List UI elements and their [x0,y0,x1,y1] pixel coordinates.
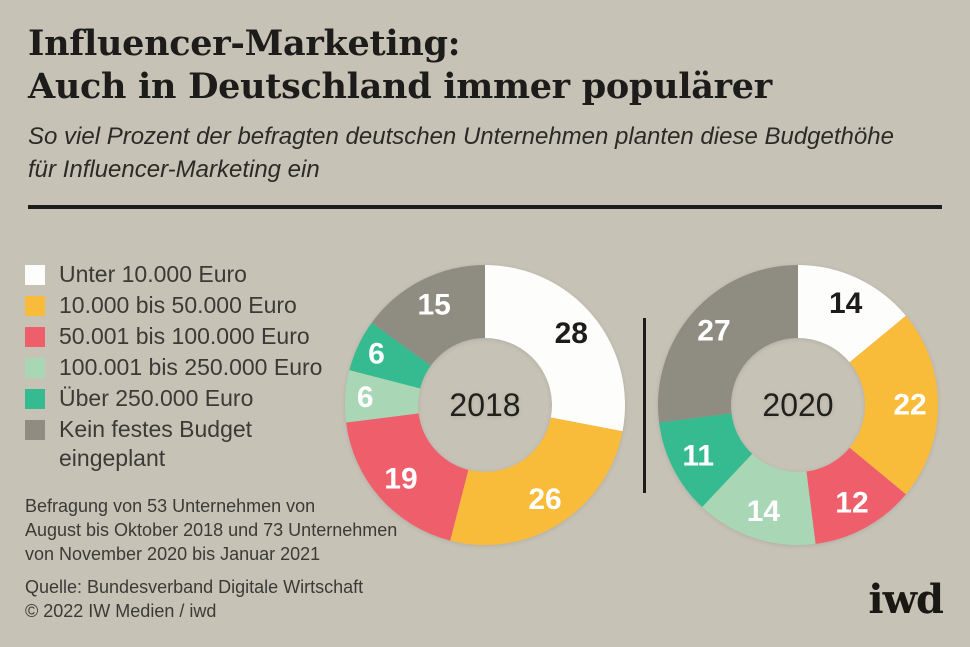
legend-item-50001-100000: 50.001 bis 100.000 Euro [25,322,335,351]
survey-footnote: Befragung von 53 Unternehmen von August … [25,494,397,566]
donut-slice-2020-0 [798,265,906,363]
legend-label: 50.001 bis 100.000 Euro [59,323,310,349]
donut-slice-2020-4 [659,413,753,508]
legend-item-under-10000: Unter 10.000 Euro [25,260,335,289]
donut-svg-2020: 14 22 12 14 11 27 2020 [657,265,938,546]
donut-slice-2020-3 [702,453,816,546]
legend-swatch-lightgreen [25,358,45,378]
source-line-1: Quelle: Bundesverband Digitale Wirtschaf… [25,577,364,597]
divider-rule [28,205,942,209]
legend-item-over-250000: Über 250.000 Euro [25,384,335,413]
donut-slice-2018-0 [485,265,625,432]
donut-slice-2018-1 [450,417,623,545]
iwd-logo: iwd [868,576,944,623]
legend-label: Unter 10.000 Euro [59,261,247,287]
source-line-2: © 2022 IW Medien / iwd [25,601,217,621]
donut-slice-2018-4 [349,322,431,389]
slice-value-label: 26 [528,483,561,516]
slice-value-label: 6 [357,381,374,414]
slice-value-label: 28 [555,317,588,350]
legend-swatch-red [25,327,45,347]
legend-label: 100.001 bis 250.000 Euro [59,354,323,380]
slice-value-label: 11 [682,439,714,472]
legend-item-100001-250000: 100.001 bis 250.000 Euro [25,353,335,382]
legend-swatch-gray [25,420,45,440]
title-line-1: Influencer-Marketing: [28,23,461,64]
slice-value-label: 6 [368,337,385,370]
legend-label: Kein festes Budget eingeplant [59,416,253,471]
legend-label: Über 250.000 Euro [59,385,254,411]
chart-divider-line [643,318,646,493]
legend-item-10000-50000: 10.000 bis 50.000 Euro [25,291,335,320]
source-attribution: Quelle: Bundesverband Digitale Wirtschaf… [25,575,363,623]
donut-slice-2018-5 [371,265,485,366]
slice-value-label: 14 [829,287,863,320]
legend-item-no-fixed-budget: Kein festes Budget eingeplant [25,415,335,473]
donut-slice-2018-2 [346,413,469,541]
chart-legend: Unter 10.000 Euro 10.000 bis 50.000 Euro… [25,260,335,475]
footnote-line-2: August bis Oktober 2018 und 73 Unternehm… [25,520,398,540]
footnote-line-3: von November 2020 bis Januar 2021 [25,544,321,564]
donut-center-year: 2020 [762,387,833,423]
donut-center-year: 2018 [449,387,520,423]
slice-value-label: 19 [384,463,417,496]
donut-svg-2018: 28 26 19 6 6 15 2018 [344,265,625,545]
slice-value-label: 12 [835,487,868,520]
donut-slice-2018-3 [344,370,421,423]
legend-label: 10.000 bis 50.000 Euro [59,292,297,318]
legend-swatch-green [25,389,45,409]
subtitle-line-1: So viel Prozent der befragten deutschen … [28,123,894,150]
page-title: Influencer-Marketing: Auch in Deutschlan… [28,22,942,108]
legend-swatch-white [25,265,45,285]
legend-swatch-yellow [25,296,45,316]
footnote-line-1: Befragung von 53 Unternehmen von [25,496,316,516]
donut-slice-2020-5 [657,265,798,423]
subtitle-line-2: für Influencer-Marketing ein [28,156,320,183]
donut-chart-2020: 14 22 12 14 11 27 2020 [648,255,948,555]
donut-chart-2018: 28 26 19 6 6 15 2018 [335,255,635,555]
slice-value-label: 14 [747,495,781,528]
slice-value-label: 27 [697,314,730,347]
title-line-2: Auch in Deutschland immer populärer [28,66,772,107]
slice-value-label: 22 [893,389,926,422]
slice-value-label: 15 [417,289,450,322]
donut-slice-2020-2 [806,447,906,544]
donut-slice-2020-1 [849,315,938,495]
subtitle: So viel Prozent der befragten deutschen … [28,120,942,186]
